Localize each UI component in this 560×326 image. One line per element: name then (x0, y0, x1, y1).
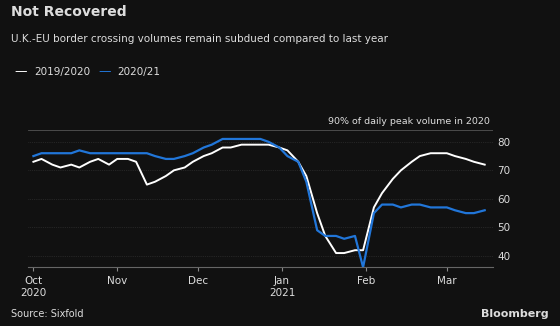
Text: —: — (14, 65, 26, 78)
Text: 90% of daily peak volume in 2020: 90% of daily peak volume in 2020 (328, 116, 490, 126)
Text: 2020/21: 2020/21 (118, 67, 161, 77)
Text: —: — (98, 65, 110, 78)
Text: Not Recovered: Not Recovered (11, 5, 127, 19)
Text: Bloomberg: Bloomberg (481, 309, 549, 319)
Text: 2019/2020: 2019/2020 (35, 67, 91, 77)
Text: U.K.-EU border crossing volumes remain subdued compared to last year: U.K.-EU border crossing volumes remain s… (11, 34, 388, 44)
Text: Source: Sixfold: Source: Sixfold (11, 309, 83, 319)
